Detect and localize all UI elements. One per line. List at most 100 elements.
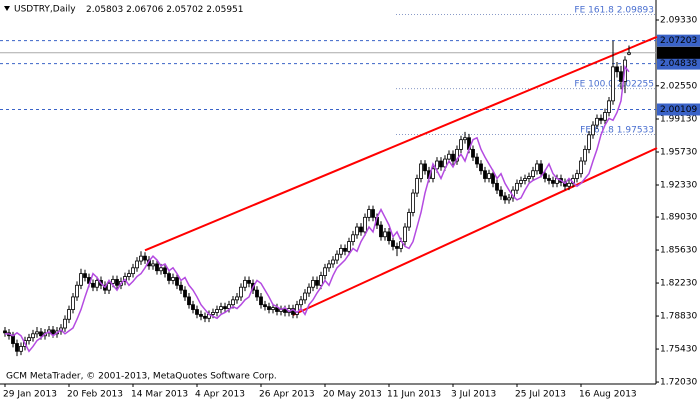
candle-body (187, 296, 191, 306)
fe-label: FE 100.0 2.02255 (574, 79, 654, 89)
candle-body (283, 309, 287, 313)
candle-body (451, 153, 455, 162)
candle-body (299, 299, 303, 306)
level-box (657, 57, 700, 70)
x-tick-label: 16 Aug 2013 (579, 390, 637, 400)
candle-body (3, 330, 7, 334)
candle-body (407, 212, 411, 228)
fe-label: FE 161.8 2.09893 (574, 5, 654, 15)
candle-body (235, 296, 239, 301)
y-tick-label: 1.72030 (660, 378, 697, 388)
symbol: USDTRY,Daily (14, 5, 76, 15)
candle-body (91, 282, 95, 288)
candle-body (263, 304, 267, 308)
candle-body (67, 309, 71, 320)
candle-body (75, 284, 79, 298)
candle-body (423, 163, 427, 172)
candle-body (523, 178, 527, 181)
candle-body (479, 163, 483, 172)
price-box (657, 46, 700, 59)
candle-body (615, 66, 619, 73)
candle-body (551, 180, 555, 184)
trendline (144, 35, 658, 252)
candle-body (267, 306, 271, 310)
candle-body (139, 255, 143, 262)
candle-body (319, 275, 323, 286)
candle-body (115, 279, 119, 286)
candle-body (311, 280, 315, 288)
candle-body (219, 306, 223, 310)
candle-body (163, 267, 167, 275)
candle-body (315, 280, 319, 286)
candle-body (411, 192, 415, 213)
level-box (657, 34, 700, 47)
y-tick-label: 1.85630 (660, 246, 697, 256)
candle-body (611, 66, 615, 102)
candle-body (27, 337, 31, 342)
level-label: 2.04838 (660, 59, 697, 69)
candle-body (127, 273, 131, 277)
x-tick-label: 3 Jul 2013 (451, 390, 496, 400)
candle-body (215, 309, 219, 313)
x-tick-label: 11 Jun 2013 (387, 390, 441, 400)
candle-body (343, 247, 347, 252)
fe-value: 2.09893 (617, 5, 654, 15)
candle-body (347, 241, 351, 252)
level-label: 2.00109 (660, 105, 697, 115)
y-tick-label: 2.02550 (660, 81, 697, 91)
candle-body (307, 286, 311, 294)
candle-body (495, 182, 499, 191)
candle-body (199, 314, 203, 317)
fe-name: FE 161.8 (574, 5, 614, 15)
y-tick-label: 1.99130 (660, 115, 697, 125)
footer: GCM MetaTrader, © 2001-2013, MetaQuotes … (6, 372, 277, 382)
candle-body (259, 296, 263, 306)
y-tick-label: 1.78830 (660, 312, 697, 322)
level-label: 2.07203 (660, 36, 697, 46)
candle-body (579, 160, 583, 175)
x-tick-label: 14 Mar 2013 (131, 390, 188, 400)
symbol-icon (4, 6, 10, 11)
candle-body (351, 234, 355, 243)
candle-body (231, 299, 235, 306)
candle-body (151, 263, 155, 267)
candle-body (159, 267, 163, 272)
candle-body (51, 329, 55, 335)
candle-body (607, 100, 611, 113)
header-low: 2.05702 (166, 5, 203, 15)
candle-body (379, 224, 383, 238)
candle-body (387, 231, 391, 242)
price-label: 2.05951 (660, 48, 697, 58)
candle-body (455, 148, 459, 162)
x-tick-label: 20 Feb 2013 (67, 390, 123, 400)
candle-body (327, 263, 331, 269)
candle-body (543, 173, 547, 179)
candle-body (391, 240, 395, 247)
candle-body (619, 71, 623, 82)
candle-body (367, 209, 371, 218)
candle-body (363, 216, 367, 233)
candle-body (507, 197, 511, 201)
fe-name: FE 61.8 (580, 125, 614, 135)
candle-body (167, 273, 171, 281)
candle-body (135, 260, 139, 269)
fe-label: FE 61.8 1.97533 (580, 125, 654, 135)
candle-body (227, 304, 231, 309)
candle-body (183, 289, 187, 298)
candle-body (519, 180, 523, 184)
candle-body (395, 246, 399, 249)
y-tick-label: 1.95730 (660, 148, 697, 158)
candle-body (203, 315, 207, 319)
candle-body (539, 163, 543, 175)
header-close: 2.05951 (206, 5, 243, 15)
candle-body (331, 259, 335, 265)
candle-body (475, 156, 479, 165)
candle-body (439, 160, 443, 168)
x-tick-label: 29 Jan 2013 (3, 390, 57, 400)
x-tick-label: 25 Jul 2013 (515, 390, 566, 400)
candle-body (435, 160, 439, 170)
candle-body (471, 148, 475, 158)
x-tick-label: 26 Apr 2013 (259, 390, 315, 400)
candle-body (223, 306, 227, 309)
candle-body (595, 117, 599, 126)
